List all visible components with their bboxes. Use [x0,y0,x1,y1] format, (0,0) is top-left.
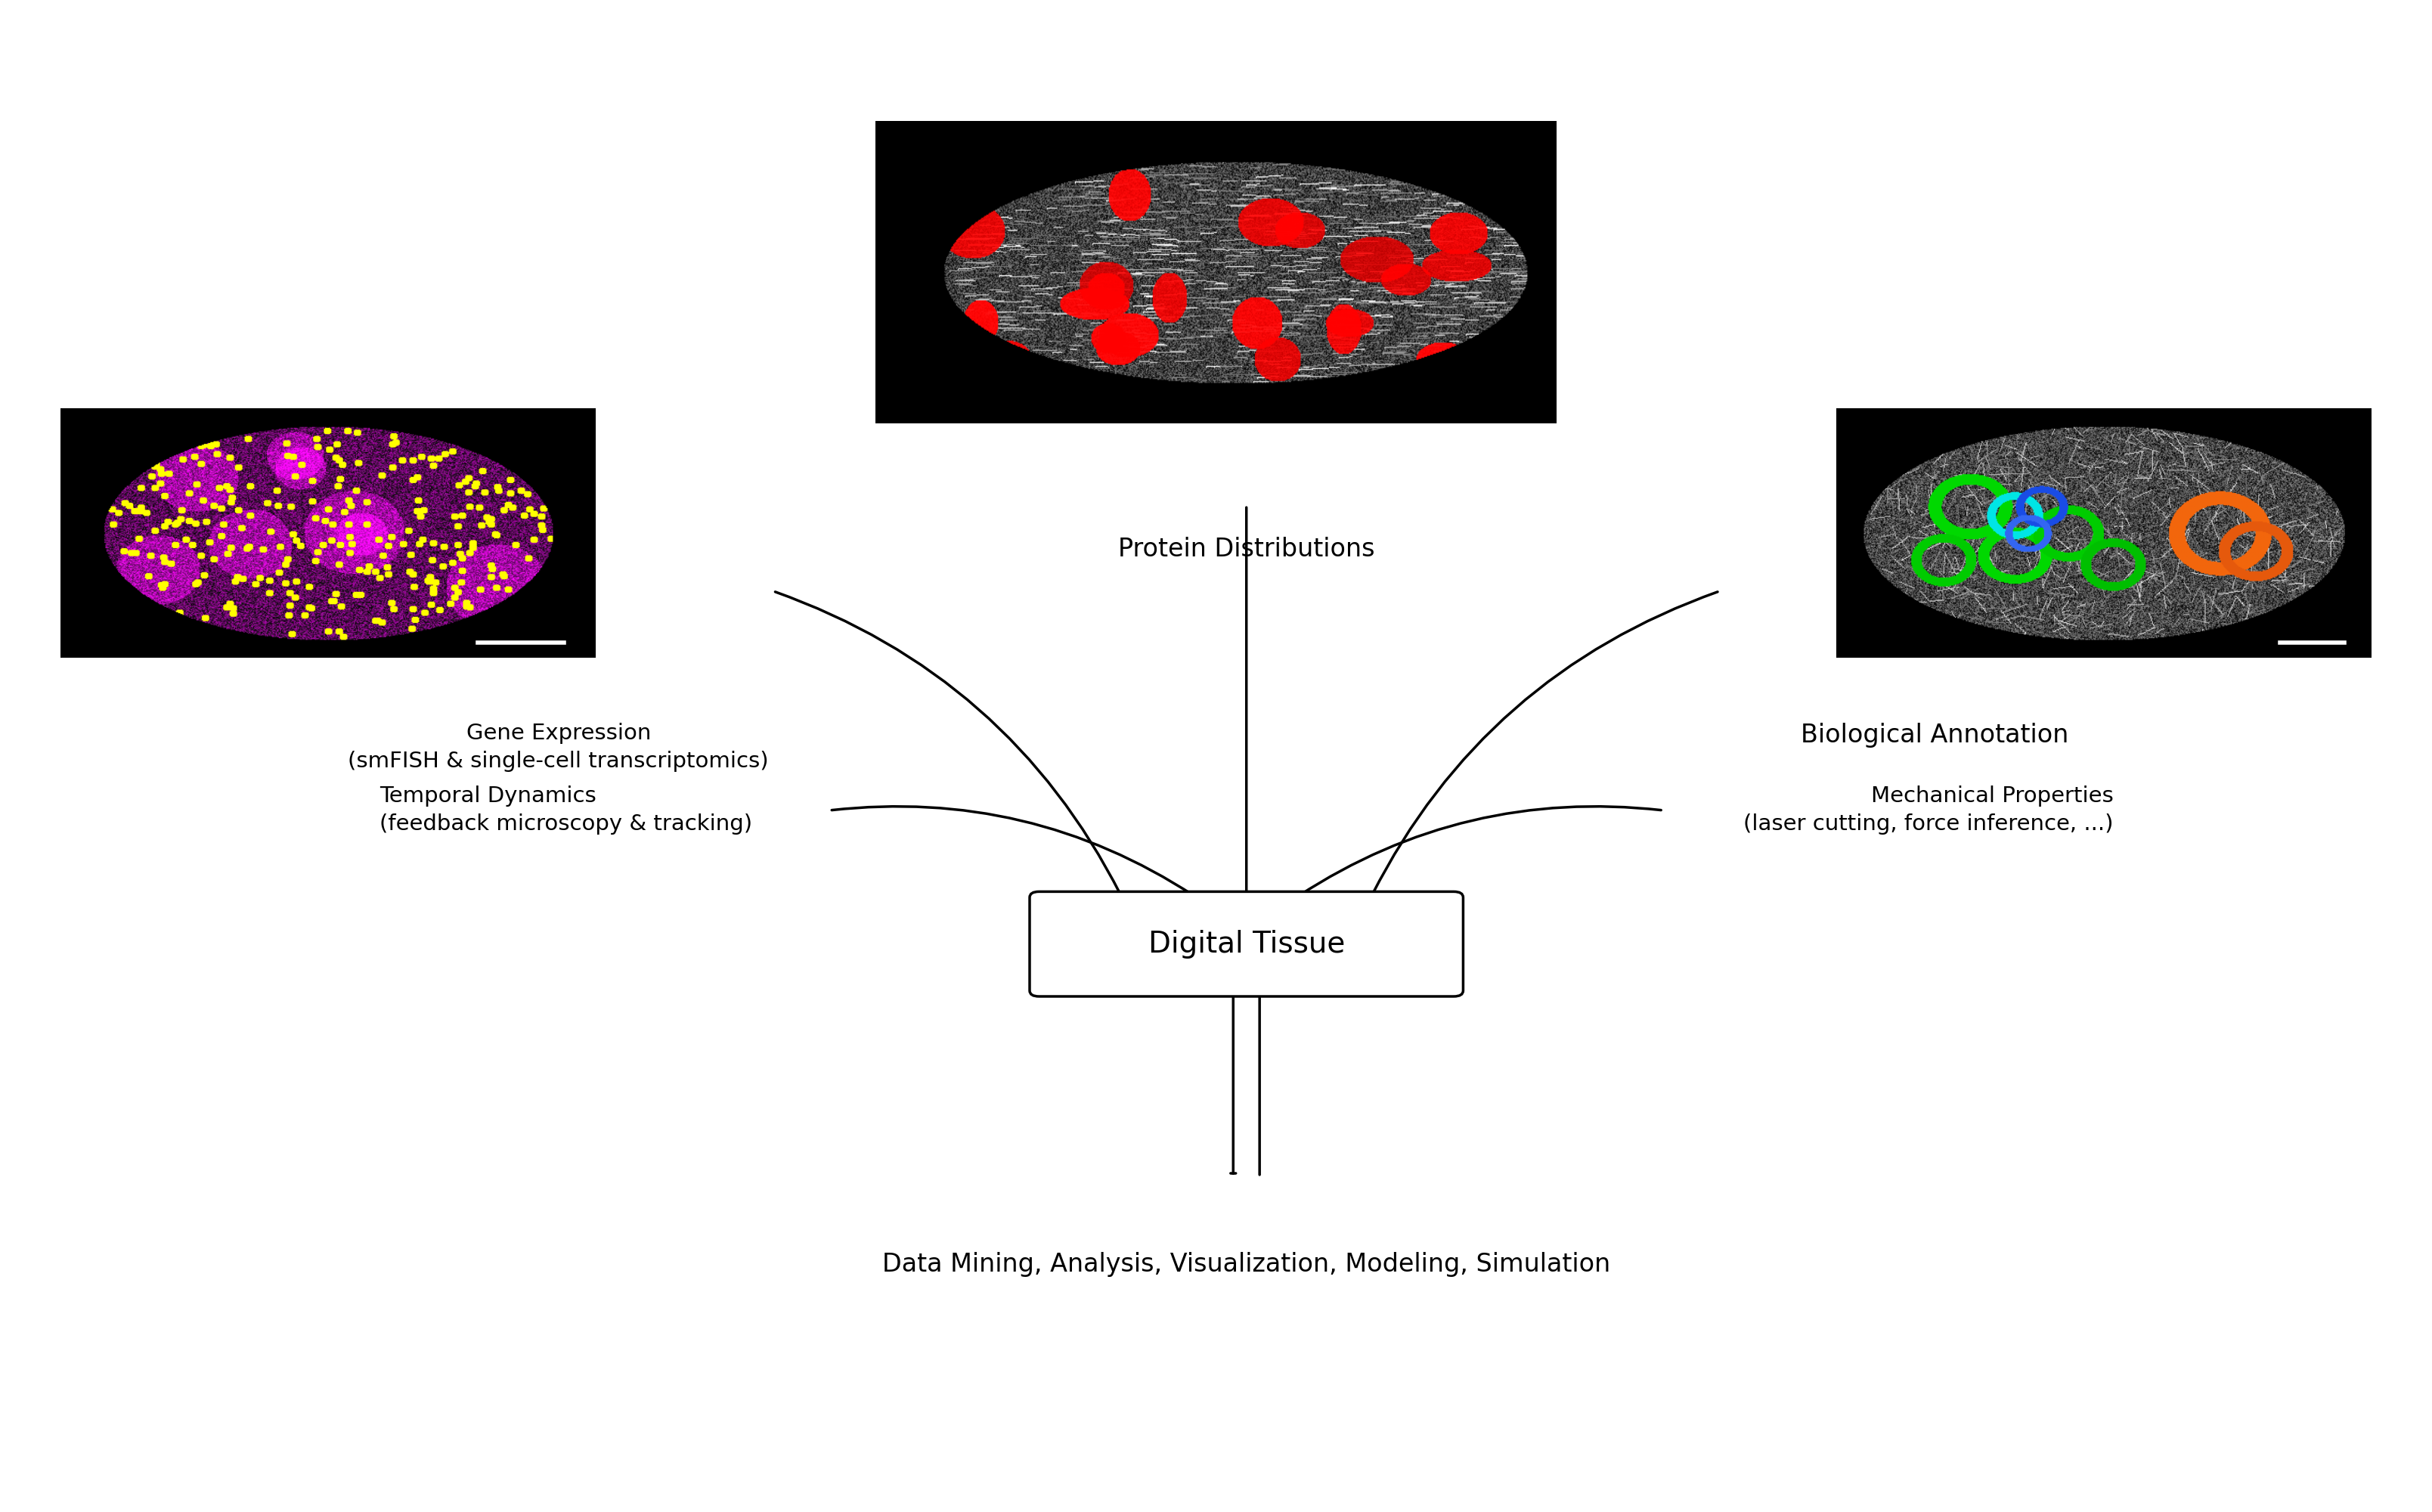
Text: Temporal Dynamics
(feedback microscopy & tracking): Temporal Dynamics (feedback microscopy &… [379,786,751,835]
Text: Mechanical Properties
(laser cutting, force inference, ...): Mechanical Properties (laser cutting, fo… [1744,786,2113,835]
Text: Digital Tissue: Digital Tissue [1148,930,1345,959]
Text: Protein Distributions: Protein Distributions [1119,537,1374,561]
Text: Biological Annotation: Biological Annotation [1800,723,2067,748]
Text: Gene Expression
(smFISH & single-cell transcriptomics): Gene Expression (smFISH & single-cell tr… [348,723,769,771]
FancyBboxPatch shape [1029,892,1464,996]
Text: Data Mining, Analysis, Visualization, Modeling, Simulation: Data Mining, Analysis, Visualization, Mo… [883,1252,1610,1276]
